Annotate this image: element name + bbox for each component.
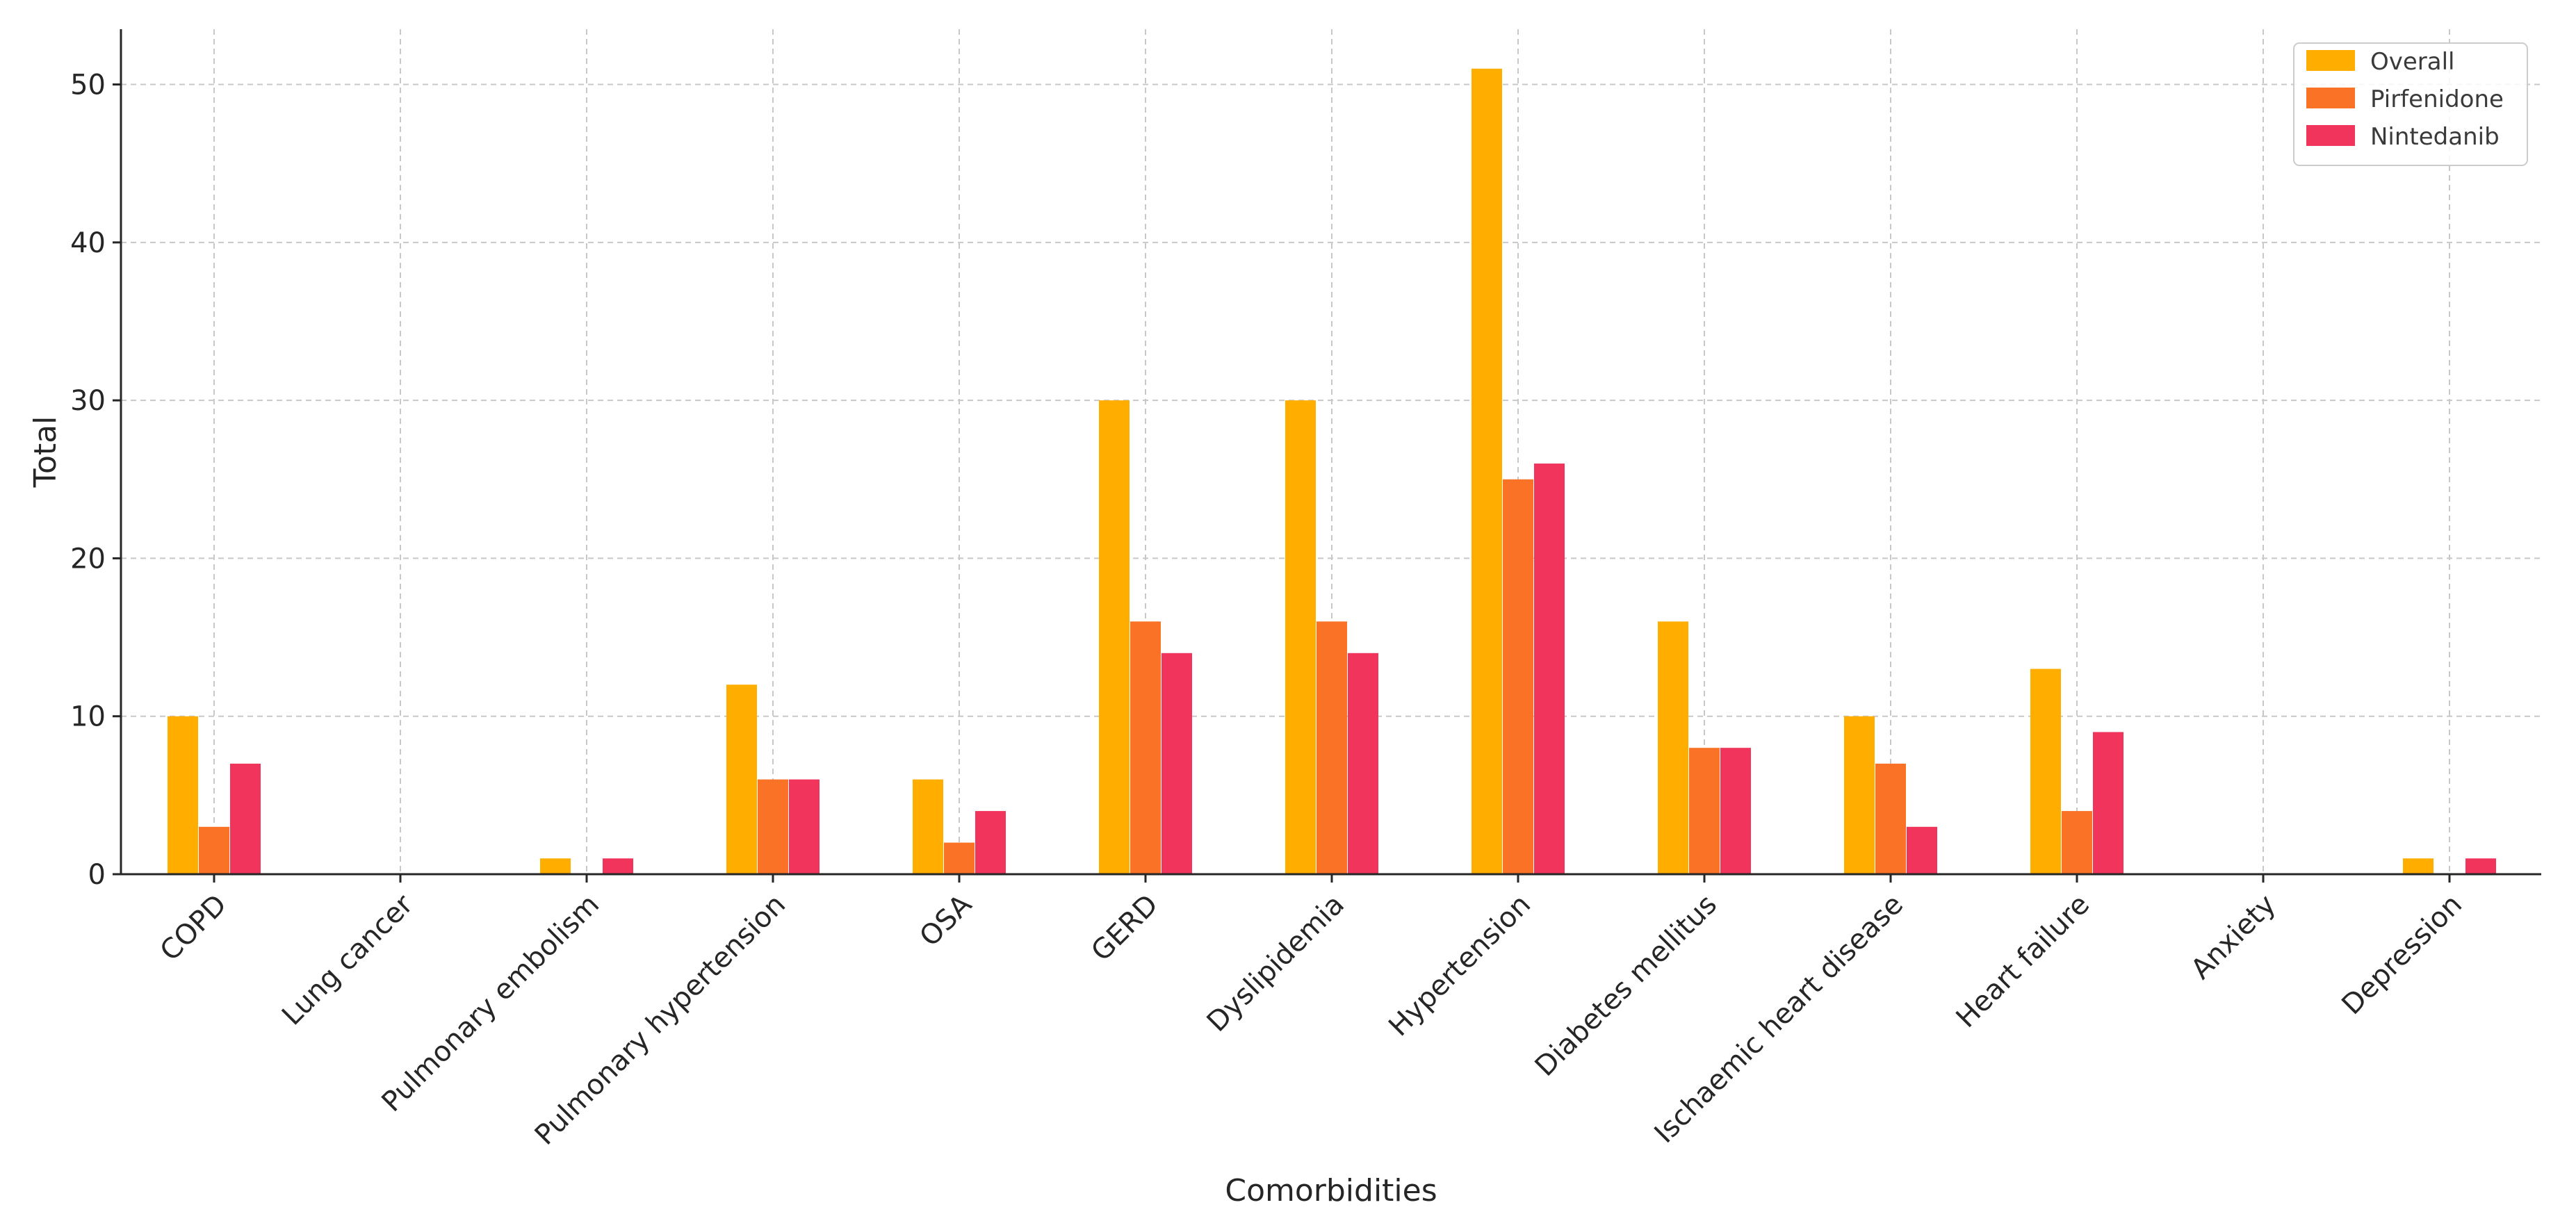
legend-label: Nintedanib (2370, 123, 2500, 151)
legend-swatch (2306, 125, 2355, 146)
bar-pirfenidone-hypertension (1503, 479, 1533, 874)
bar-nintedanib-depression (2465, 858, 2496, 874)
bar-nintedanib-heart-failure (2093, 732, 2123, 874)
bar-pirfenidone-copd (199, 826, 229, 874)
x-tick-label: Depression (2335, 889, 2468, 1022)
x-tick-label: Pulmonary embolism (376, 889, 606, 1119)
x-tick-label: GERD (1085, 889, 1164, 968)
bar-overall-gerd (1099, 400, 1130, 874)
legend-swatch (2306, 88, 2355, 108)
legend-item-overall: Overall (2306, 48, 2455, 76)
y-axis-title: Total (28, 416, 63, 489)
legend: Overall Pirfenidone Nintedanib (2293, 42, 2528, 166)
legend-item-nintedanib: Nintedanib (2306, 123, 2500, 151)
bar-pirfenidone-dyslipidemia (1316, 621, 1347, 874)
x-tick-label: COPD (154, 889, 233, 967)
x-tick-label: Hypertension (1383, 889, 1537, 1043)
bar-overall-pulmonary-embolism (540, 858, 571, 874)
bar-overall-ischaemic-heart-disease (1844, 716, 1875, 874)
bar-nintedanib-pulmonary-hypertension (789, 779, 820, 874)
bar-overall-copd (168, 716, 198, 874)
legend-swatch (2306, 50, 2355, 71)
bar-nintedanib-osa (975, 811, 1006, 874)
bar-pirfenidone-heart-failure (2062, 811, 2092, 874)
y-tick-label: 0 (88, 859, 106, 891)
y-tick-label: 20 (70, 543, 106, 575)
y-tick-label: 30 (70, 385, 106, 417)
bar-nintedanib-copd (230, 763, 261, 874)
bar-nintedanib-pulmonary-embolism (603, 858, 633, 874)
bar-overall-hypertension (1472, 68, 1502, 875)
bar-overall-pulmonary-hypertension (726, 684, 757, 874)
y-tick-labels: 0 10 20 30 40 50 (70, 69, 106, 891)
x-tick-label: Anxiety (2185, 889, 2282, 986)
bar-nintedanib-gerd (1161, 653, 1192, 874)
bars (168, 68, 2496, 875)
bar-overall-heart-failure (2030, 669, 2061, 874)
x-tick-label: OSA (913, 888, 978, 953)
legend-item-pirfenidone: Pirfenidone (2306, 85, 2504, 113)
bar-pirfenidone-ischaemic-heart-disease (1875, 763, 1906, 874)
bar-nintedanib-ischaemic-heart-disease (1907, 826, 1937, 874)
bar-overall-dyslipidemia (1285, 400, 1316, 874)
x-tick-label: Dyslipidemia (1201, 889, 1351, 1038)
x-tick-label: Heart failure (1950, 889, 2096, 1035)
axes (113, 29, 2541, 883)
bar-overall-diabetes-mellitus (1658, 621, 1688, 874)
bar-pirfenidone-osa (944, 842, 975, 874)
grid-lines (121, 29, 2541, 874)
bar-overall-depression (2403, 858, 2434, 874)
legend-label: Overall (2370, 48, 2455, 76)
bar-nintedanib-diabetes-mellitus (1720, 748, 1751, 874)
bar-pirfenidone-gerd (1130, 621, 1161, 874)
bar-overall-osa (913, 779, 943, 874)
x-tick-label: Diabetes mellitus (1529, 889, 1723, 1083)
y-tick-label: 10 (70, 701, 106, 733)
x-axis-title: Comorbidities (1225, 1173, 1437, 1208)
bar-nintedanib-dyslipidemia (1348, 653, 1378, 874)
bar-pirfenidone-pulmonary-hypertension (758, 779, 788, 874)
y-tick-label: 40 (70, 227, 106, 259)
legend-label: Pirfenidone (2370, 85, 2504, 113)
bar-pirfenidone-diabetes-mellitus (1689, 748, 1720, 874)
bar-nintedanib-hypertension (1534, 464, 1565, 874)
x-tick-label: Lung cancer (276, 888, 419, 1031)
y-tick-label: 50 (70, 69, 106, 101)
